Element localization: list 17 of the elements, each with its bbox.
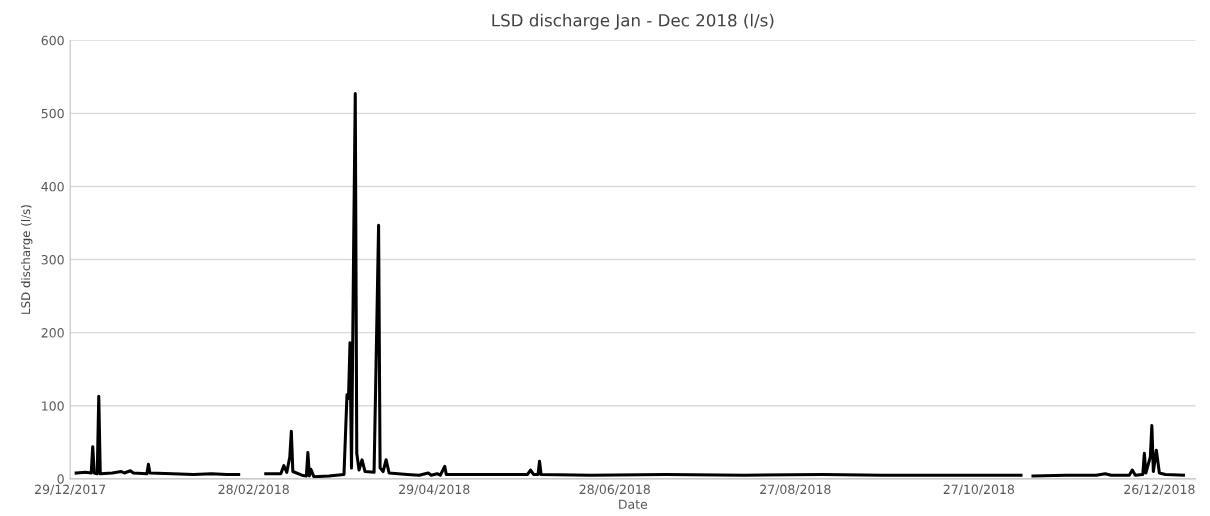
- y-tick-label: 0: [57, 474, 64, 484]
- y-tick-label: 500: [41, 108, 64, 119]
- x-tick-label: 29/12/2017: [35, 484, 106, 496]
- x-tick-label: 27/10/2018: [943, 484, 1015, 496]
- x-tick-label: 26/12/2018: [1124, 484, 1195, 496]
- y-tick-label: 300: [41, 255, 64, 265]
- x-axis-title: Date: [619, 499, 648, 509]
- y-axis-title: LSD discharge (l/s): [21, 205, 33, 314]
- chart-title: LSD discharge Jan - Dec 2018 (l/s): [492, 13, 774, 30]
- x-tick-label: 27/08/2018: [760, 484, 831, 496]
- y-tick-label: 200: [41, 328, 64, 338]
- x-tick-label: 29/04/2018: [399, 484, 470, 496]
- y-tick-label: 100: [42, 401, 64, 411]
- x-tick-label: 28/02/2018: [218, 484, 289, 496]
- y-tick-label: 600: [41, 35, 64, 46]
- y-tick-label: 400: [41, 181, 64, 192]
- x-tick-label: 28/06/2018: [579, 484, 650, 496]
